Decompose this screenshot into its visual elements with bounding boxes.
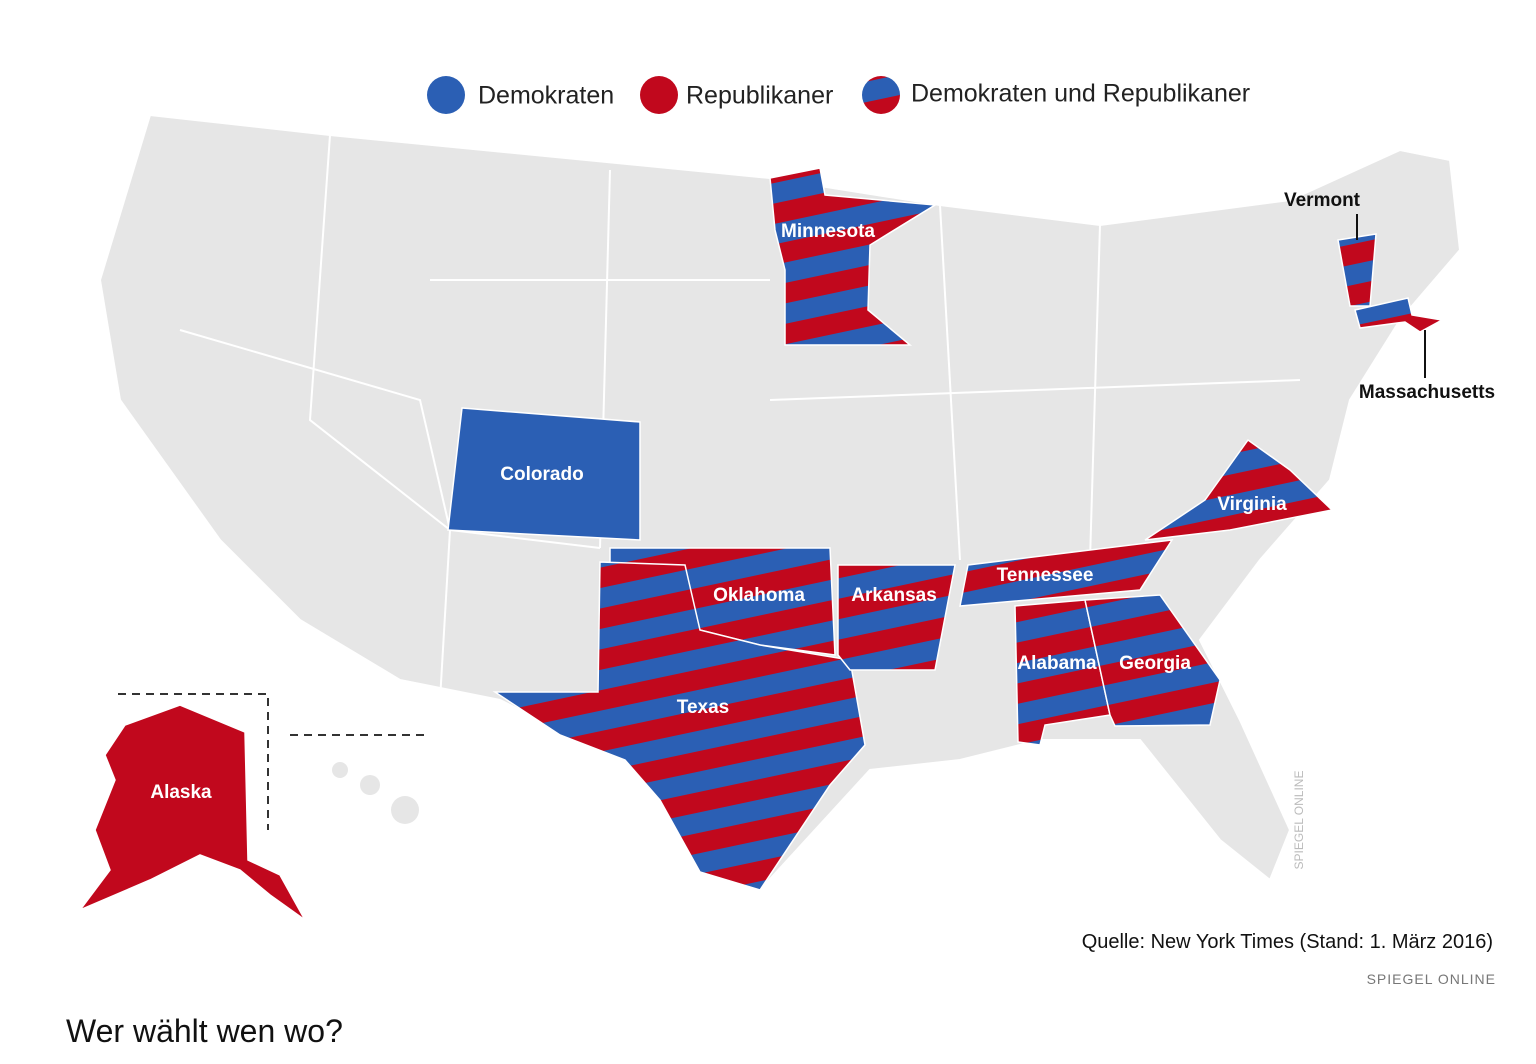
hawaii <box>332 762 419 824</box>
state-label: Virginia <box>1217 494 1287 515</box>
credit: SPIEGEL ONLINE <box>1367 971 1496 987</box>
watermark: SPIEGEL ONLINE <box>1292 771 1306 870</box>
texas <box>492 561 866 891</box>
state-label: Arkansas <box>851 585 937 606</box>
tennessee <box>959 539 1174 607</box>
state-label: Texas <box>677 697 729 718</box>
colorado <box>447 407 641 541</box>
state-label: Alaska <box>150 782 212 803</box>
state-label: Tennessee <box>997 565 1094 586</box>
caption: Wer wählt wen wo? <box>66 1013 343 1049</box>
arkansas <box>837 564 956 671</box>
state-label: Georgia <box>1119 653 1191 674</box>
state-label: Minnesota <box>781 221 875 242</box>
georgia <box>1084 594 1221 727</box>
legend-label: Demokraten <box>478 82 614 110</box>
state-label: Alabama <box>1017 653 1097 674</box>
legend-label: Demokraten und Republikaner <box>911 80 1250 108</box>
source: Quelle: New York Times (Stand: 1. März 2… <box>1082 931 1493 953</box>
state-label: Vermont <box>1284 190 1361 211</box>
state-label: Oklahoma <box>713 585 805 606</box>
state-label: Colorado <box>500 464 583 485</box>
massachusetts <box>1354 297 1445 333</box>
alaska <box>77 704 306 921</box>
legend-swatch <box>862 76 900 114</box>
legend-swatch <box>640 76 678 114</box>
inset-border <box>118 693 425 830</box>
legend-swatch <box>427 76 465 114</box>
state-label: Massachusetts <box>1359 382 1495 403</box>
state-borders <box>179 134 1301 701</box>
virginia <box>1144 438 1334 541</box>
legend-label: Republikaner <box>686 82 833 110</box>
minnesota <box>769 167 938 346</box>
